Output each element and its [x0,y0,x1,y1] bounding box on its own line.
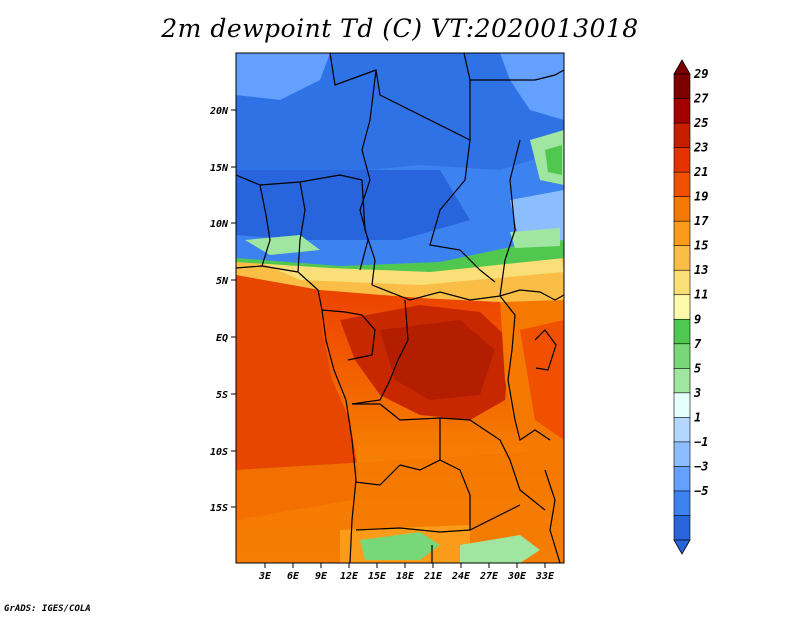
colorbar-label: 29 [693,67,708,81]
colorbar-swatch [673,196,691,222]
colorbar-label: 23 [693,141,708,155]
lon-label: 6E [287,571,300,582]
longitude-axis: 3E 6E 9E 12E 15E 18E 21E 24E 27E 30E 33E [258,563,555,582]
colorbar-label: −5 [694,484,708,498]
lat-label: 15S [210,503,228,514]
colorbar-label: 13 [694,263,708,277]
lon-label: 21E [423,571,443,582]
lon-label: 18E [396,571,415,582]
colorbar-label: 21 [693,165,708,179]
colorbar: 29 27 25 23 21 19 17 15 13 11 9 7 5 3 1 −1 −3 −5 [673,59,709,555]
colorbar-swatch [673,318,691,345]
colorbar-label: −3 [694,459,708,473]
colorbar-swatch [673,392,691,418]
colorbar-swatch [673,294,691,320]
colorbar-swatch [673,368,691,394]
colorbar-label: 7 [694,337,702,351]
lon-label: 24E [451,571,471,582]
colorbar-label: 19 [694,190,708,204]
lat-label: 5N [216,276,229,287]
colorbar-swatch [673,73,691,100]
lat-label: 10N [210,219,229,230]
colorbar-swatch [673,98,691,124]
colorbar-swatch [673,343,691,369]
lon-label: 33E [535,571,555,582]
colorbar-label: 15 [694,239,708,253]
lat-label: 10S [210,447,228,458]
colorbar-label: −1 [694,435,708,449]
colorbar-swatch [673,245,691,271]
colorbar-label: 27 [693,92,709,106]
colorbar-swatch [673,171,691,198]
colorbar-swatch [673,417,691,443]
colorbar-label: 9 [694,312,701,326]
colorbar-bottom-arrow [673,539,691,555]
lon-label: 15E [368,571,387,582]
colorbar-swatch [673,466,691,492]
lon-label: 27E [479,571,499,582]
colorbar-swatch [673,515,691,541]
colorbar-label: 1 [694,410,701,424]
colorbar-label: 5 [694,361,701,375]
colorbar-label: 17 [694,214,709,228]
colorbar-swatch [673,269,691,296]
colorbar-swatch [673,441,691,468]
country-borders [236,53,564,563]
lat-label: EQ [216,333,228,344]
latitude-axis: 20N 15N 10N 5N EQ 5S 10S 15S [209,106,236,514]
colorbar-label: 11 [694,288,708,302]
colorbar-swatch [673,220,691,247]
lon-label: 12E [340,571,359,582]
dewpoint-field [236,53,564,563]
lat-label: 15N [210,163,229,174]
lat-label: 5S [216,390,228,401]
map-frame [235,52,565,564]
lat-label: 20N [209,106,229,117]
colorbar-swatch [673,147,691,173]
colorbar-swatch [673,490,691,517]
lon-label: 3E [258,571,272,582]
colorbar-label: 25 [693,116,708,130]
colorbar-top-arrow [673,59,691,75]
colorbar-swatch [673,122,691,149]
colorbar-label: 3 [693,386,701,400]
lon-label: 9E [315,571,328,582]
credit-text: GrADS: IGES/COLA [4,604,91,614]
chart-title: 2m dewpoint Td (C) VT:2020013018 [161,14,639,43]
lon-label: 30E [507,571,527,582]
